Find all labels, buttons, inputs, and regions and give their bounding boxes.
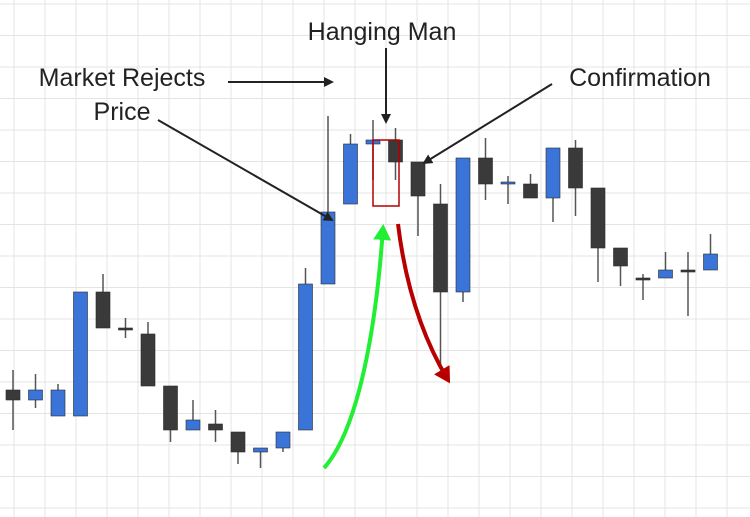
candle-body-bullish xyxy=(320,211,336,285)
candle xyxy=(275,431,291,452)
market-rejects-label: Market Rejects xyxy=(39,64,206,92)
candle-body-bullish xyxy=(343,143,358,205)
candle-body-bullish xyxy=(253,447,268,453)
candle xyxy=(388,128,403,180)
hanging-man-highlight-box xyxy=(372,139,400,207)
candle xyxy=(523,174,538,199)
candle xyxy=(545,147,561,222)
candle xyxy=(5,370,21,430)
candle-body-bullish xyxy=(275,431,291,449)
candle-body-bearish xyxy=(478,157,493,185)
candle xyxy=(208,410,223,442)
annotation-arrows xyxy=(157,48,553,470)
candle-body-bearish xyxy=(95,291,111,329)
candle xyxy=(298,268,313,431)
candle-body-bearish xyxy=(118,327,133,331)
candle-body-bullish xyxy=(50,389,66,417)
candle-body-bullish xyxy=(185,419,201,431)
candle-body-bullish xyxy=(455,157,471,293)
candle xyxy=(613,247,628,286)
candle-body-bearish xyxy=(635,277,651,281)
candle xyxy=(478,138,493,200)
candle xyxy=(500,176,516,204)
candle-body-bearish xyxy=(433,203,448,293)
candle-body-bearish xyxy=(388,139,403,163)
candle-body-bearish xyxy=(680,269,696,273)
candle-body-bullish xyxy=(500,181,516,185)
candle-body-bullish xyxy=(545,147,561,199)
candle-body-bearish xyxy=(590,187,606,249)
candle xyxy=(230,431,246,464)
candle xyxy=(703,234,718,271)
candle-body-bullish xyxy=(658,269,673,279)
candle-body-bullish xyxy=(703,253,718,271)
candle-body-bearish xyxy=(140,333,156,387)
candle-body-bearish xyxy=(230,431,246,453)
candle-body-bullish xyxy=(28,389,43,401)
candle xyxy=(50,384,66,417)
candle xyxy=(568,140,583,216)
price-label: Price xyxy=(94,98,151,126)
candle-body-bearish xyxy=(5,389,21,401)
candle xyxy=(118,318,133,338)
candle xyxy=(590,187,606,282)
candles xyxy=(5,116,718,468)
candle xyxy=(455,157,471,302)
candle xyxy=(95,274,111,329)
candle-body-bullish xyxy=(298,283,313,431)
price-arrow xyxy=(157,119,334,221)
candle xyxy=(73,291,88,417)
confirmation-label: Confirmation xyxy=(569,64,711,92)
candle-body-bearish xyxy=(568,147,583,189)
candle xyxy=(163,385,178,442)
confirmation-arrow xyxy=(422,83,553,165)
candle xyxy=(28,374,43,408)
candle xyxy=(343,134,358,205)
candle xyxy=(635,274,651,300)
green-up-arrow xyxy=(322,224,392,470)
hanging-man-label: Hanging Man xyxy=(308,18,457,46)
candle xyxy=(320,116,336,285)
red-down-arrow xyxy=(396,223,451,384)
candle xyxy=(410,161,426,236)
candle xyxy=(185,400,201,431)
candle xyxy=(680,252,696,316)
candle-body-bullish xyxy=(73,291,88,417)
candle-body-bearish xyxy=(410,161,426,197)
candle xyxy=(433,184,448,368)
candle xyxy=(253,447,268,468)
candle-body-bearish xyxy=(613,247,628,267)
candle xyxy=(140,322,156,387)
candle-body-bearish xyxy=(163,385,178,431)
candle-body-bearish xyxy=(523,183,538,199)
candle xyxy=(658,252,673,279)
candle-body-bearish xyxy=(208,423,223,431)
